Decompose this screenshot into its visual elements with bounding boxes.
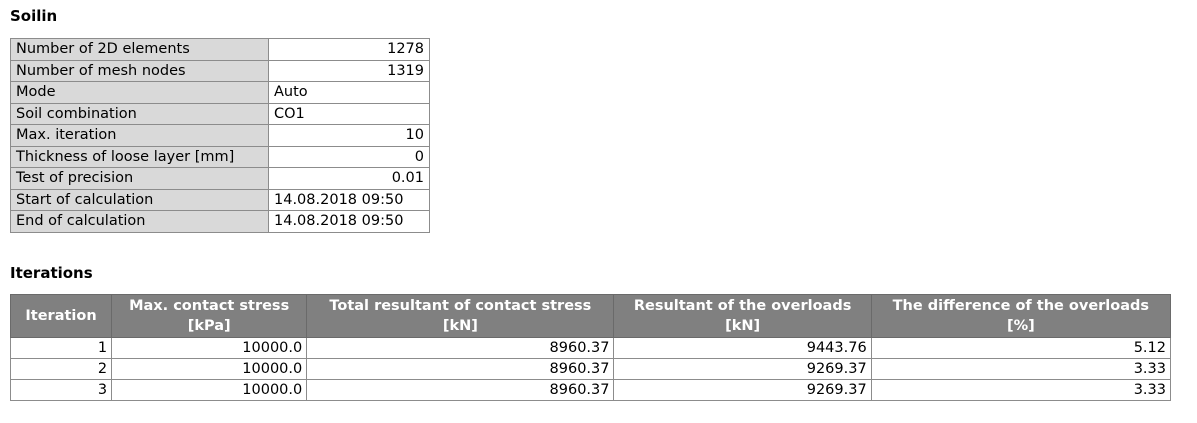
cell-difference-overloads: 3.33 bbox=[870, 358, 1172, 380]
column-header-max-contact-stress: Max. contact stress [kPa] bbox=[111, 294, 308, 338]
row-value: 14.08.2018 09:50 bbox=[268, 210, 430, 233]
row-label: End of calculation bbox=[10, 210, 269, 233]
row-label: Thickness of loose layer [mm] bbox=[10, 145, 269, 168]
row-value: CO1 bbox=[268, 102, 430, 125]
cell-difference-overloads: 3.33 bbox=[870, 379, 1172, 401]
row-label: Start of calculation bbox=[10, 188, 269, 211]
soilin-heading: Soilin bbox=[10, 7, 58, 25]
header-line: Max. contact stress bbox=[129, 298, 290, 314]
column-header-iteration: Iteration bbox=[9, 294, 113, 338]
row-value: Auto bbox=[268, 81, 430, 104]
row-label: Mode bbox=[10, 81, 269, 104]
soilin-info-table: Number of 2D elements 1278 Number of mes… bbox=[10, 38, 430, 233]
row-value: 0.01 bbox=[268, 167, 430, 190]
header-unit: [kN] bbox=[725, 318, 761, 334]
column-header-difference-overloads: The difference of the overloads [%] bbox=[870, 294, 1172, 338]
header-line: Iteration bbox=[25, 308, 97, 324]
column-header-resultant-overloads: Resultant of the overloads [kN] bbox=[613, 294, 872, 338]
row-value: 1319 bbox=[268, 59, 430, 82]
table-row: Mode Auto bbox=[10, 81, 430, 104]
table-row: 1 10000.0 8960.37 9443.76 5.12 bbox=[9, 337, 1172, 359]
header-unit: [kN] bbox=[442, 318, 478, 334]
table-row: Test of precision 0.01 bbox=[10, 167, 430, 190]
table-row: Soil combination CO1 bbox=[10, 102, 430, 125]
table-row: Number of mesh nodes 1319 bbox=[10, 59, 430, 82]
cell-max-contact-stress: 10000.0 bbox=[111, 379, 308, 401]
cell-iteration: 3 bbox=[9, 379, 113, 401]
table-row: 2 10000.0 8960.37 9269.37 3.33 bbox=[9, 358, 1172, 380]
header-line: Resultant of the overloads bbox=[633, 298, 852, 314]
table-row: End of calculation 14.08.2018 09:50 bbox=[10, 210, 430, 233]
header-line: The difference of the overloads bbox=[892, 298, 1150, 314]
cell-iteration: 2 bbox=[9, 358, 113, 380]
table-header-row: Iteration Max. contact stress [kPa] Tota… bbox=[9, 294, 1172, 338]
row-value: 14.08.2018 09:50 bbox=[268, 188, 430, 211]
cell-resultant-overloads: 9269.37 bbox=[613, 379, 872, 401]
table-row: Max. iteration 10 bbox=[10, 124, 430, 147]
cell-difference-overloads: 5.12 bbox=[870, 337, 1172, 359]
column-header-total-resultant: Total resultant of contact stress [kN] bbox=[306, 294, 615, 338]
header-unit: [%] bbox=[1006, 318, 1035, 334]
table-row: Number of 2D elements 1278 bbox=[10, 38, 430, 61]
row-label: Soil combination bbox=[10, 102, 269, 125]
cell-resultant-overloads: 9269.37 bbox=[613, 358, 872, 380]
row-value: 0 bbox=[268, 145, 430, 168]
row-label: Number of 2D elements bbox=[10, 38, 269, 61]
row-label: Number of mesh nodes bbox=[10, 59, 269, 82]
header-line: Total resultant of contact stress bbox=[329, 298, 592, 314]
table-row: 3 10000.0 8960.37 9269.37 3.33 bbox=[9, 379, 1172, 401]
row-label: Max. iteration bbox=[10, 124, 269, 147]
cell-resultant-overloads: 9443.76 bbox=[613, 337, 872, 359]
iterations-table: Iteration Max. contact stress [kPa] Tota… bbox=[9, 294, 1172, 401]
row-label: Test of precision bbox=[10, 167, 269, 190]
cell-max-contact-stress: 10000.0 bbox=[111, 358, 308, 380]
cell-total-resultant: 8960.37 bbox=[306, 337, 615, 359]
cell-iteration: 1 bbox=[9, 337, 113, 359]
cell-total-resultant: 8960.37 bbox=[306, 358, 615, 380]
iterations-heading: Iterations bbox=[10, 264, 93, 282]
cell-total-resultant: 8960.37 bbox=[306, 379, 615, 401]
cell-max-contact-stress: 10000.0 bbox=[111, 337, 308, 359]
table-row: Thickness of loose layer [mm] 0 bbox=[10, 145, 430, 168]
row-value: 10 bbox=[268, 124, 430, 147]
header-unit: [kPa] bbox=[187, 318, 231, 334]
table-row: Start of calculation 14.08.2018 09:50 bbox=[10, 188, 430, 211]
row-value: 1278 bbox=[268, 38, 430, 61]
